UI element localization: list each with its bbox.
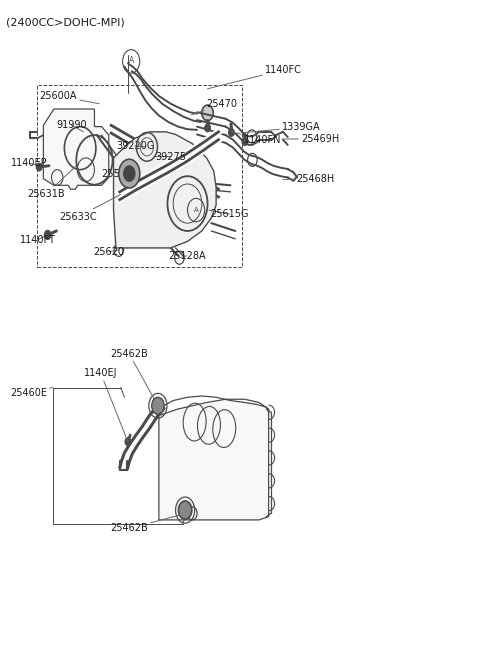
Text: 25470: 25470 (192, 100, 238, 115)
Circle shape (179, 501, 192, 519)
Text: 1140FN: 1140FN (232, 132, 281, 145)
Text: 91990: 91990 (56, 121, 87, 132)
Text: 25462B: 25462B (110, 348, 158, 405)
Text: 1140FC: 1140FC (207, 65, 302, 89)
Text: 25620: 25620 (94, 247, 124, 257)
Text: 25631B: 25631B (28, 164, 78, 199)
Circle shape (202, 105, 213, 121)
Text: (2400CC>DOHC-MPI): (2400CC>DOHC-MPI) (6, 18, 125, 28)
Text: 25462B: 25462B (110, 514, 184, 533)
Text: 25500A: 25500A (102, 169, 139, 179)
Text: 25460E: 25460E (10, 388, 53, 398)
Circle shape (228, 128, 234, 136)
Circle shape (36, 163, 42, 171)
Text: 1140EP: 1140EP (11, 158, 48, 168)
Text: 25633C: 25633C (60, 195, 120, 221)
Text: 25600A: 25600A (39, 91, 99, 103)
Text: 1140EJ: 1140EJ (84, 368, 128, 441)
Polygon shape (43, 109, 109, 189)
Text: 25615G: 25615G (209, 209, 249, 219)
Text: A: A (129, 56, 134, 66)
Circle shape (242, 138, 248, 145)
Circle shape (119, 159, 140, 188)
Text: 39275: 39275 (154, 151, 186, 162)
Text: 39220G: 39220G (116, 141, 154, 151)
Text: 25469H: 25469H (283, 134, 339, 144)
Text: 25128A: 25128A (168, 251, 205, 261)
Text: A: A (194, 207, 198, 213)
Text: 1339GA: 1339GA (245, 122, 321, 132)
Circle shape (44, 231, 51, 240)
Polygon shape (114, 132, 216, 248)
Text: 25468H: 25468H (283, 174, 335, 184)
Circle shape (152, 398, 164, 414)
Text: 1140FT: 1140FT (20, 234, 55, 245)
Circle shape (125, 438, 131, 445)
Polygon shape (159, 400, 269, 520)
Circle shape (204, 124, 210, 132)
Circle shape (123, 166, 135, 181)
